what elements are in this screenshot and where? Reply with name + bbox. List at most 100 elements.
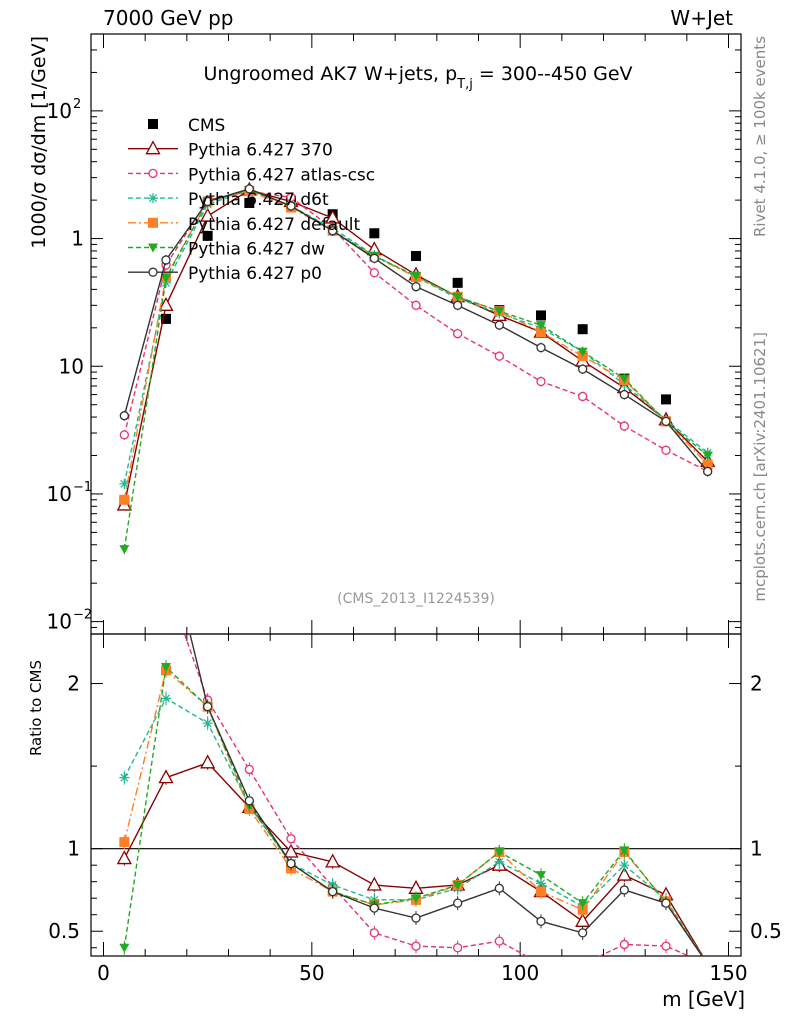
ratio-data-point (494, 936, 504, 946)
data-point (203, 196, 213, 207)
data-point (453, 300, 463, 310)
legend-label: CMS (188, 116, 225, 136)
data-point (661, 445, 671, 455)
ratio-plot-area (91, 234, 741, 968)
data-point (161, 313, 171, 324)
ratio-data-point (158, 769, 174, 784)
ratio-data-point (119, 943, 130, 953)
data-point (536, 310, 546, 321)
legend-item: Pythia 6.427 p0 (128, 264, 322, 284)
ratio-data-point (161, 663, 171, 673)
data-point (369, 268, 379, 278)
ratio-series-pythia-6-427-370 (116, 754, 708, 956)
data-point (578, 364, 588, 374)
legend: CMS Pythia 6.427 370 Pythia 6.427 atlas-cs… (128, 116, 375, 284)
data-point (369, 253, 379, 263)
data-point (452, 277, 463, 288)
ratio-data-point (494, 856, 505, 867)
ratio-y-tick-label: 0.5 (48, 919, 80, 943)
data-point (703, 641, 713, 651)
ratio-series-pythia-6-427-p0 (120, 234, 703, 956)
ratio-data-point (536, 878, 546, 889)
y-tick-label: 10 (47, 610, 72, 634)
data-point (619, 421, 629, 431)
x-axis-title: m [GeV] (662, 987, 745, 1011)
data-point (119, 494, 130, 505)
data-point (119, 430, 129, 440)
ratio-data-point (411, 941, 421, 951)
legend-item: Pythia 6.427 atlas-csc (128, 165, 375, 185)
y-tick-label: 10 (59, 354, 84, 378)
ratio-data-point (200, 754, 216, 769)
ratio-data-point (369, 903, 379, 913)
data-point (578, 391, 588, 402)
legend-label: Pythia 6.427 d6t (188, 190, 329, 210)
ratio-data-point (536, 916, 546, 926)
ratio-data-point (494, 847, 505, 857)
data-point (119, 545, 130, 555)
data-point (494, 307, 505, 317)
ratio-data-point (494, 883, 504, 893)
ratio-data-point (411, 913, 421, 923)
ratio-data-point (120, 234, 128, 242)
rivet-version-label: Rivet 4.1.0, ≥ 100k events (751, 36, 769, 237)
x-tick-label: 0 (97, 961, 110, 985)
ratio-data-point (203, 702, 213, 712)
data-point (161, 274, 171, 284)
x-tick-label: 150 (709, 961, 747, 985)
ratio-data-point (619, 885, 629, 895)
ratio-y-axis-title: Ratio to CMS (27, 660, 45, 756)
header-left: 7000 GeV pp (103, 6, 234, 30)
legend-label: Pythia 6.427 p0 (188, 264, 322, 284)
data-point (536, 327, 546, 338)
data-point (577, 347, 588, 357)
y-tick-exponent: 2 (73, 97, 81, 112)
legend-marker (148, 168, 158, 179)
data-point (328, 226, 338, 236)
ratio-data-point (411, 894, 421, 904)
data-point (244, 197, 255, 208)
legend-marker (148, 243, 158, 253)
data-point (536, 376, 546, 387)
mcplots-label: mcplots.cern.ch [arXiv:2401.10621] (751, 332, 769, 602)
data-point (661, 416, 671, 427)
ratio-data-point (162, 577, 170, 585)
ratio-data-point (325, 853, 341, 868)
ratio-data-point (162, 531, 170, 539)
main-series-group (116, 181, 716, 651)
legend-item: Pythia 6.427 370 (128, 140, 333, 161)
legend-label: Pythia 6.427 dw (188, 240, 325, 260)
data-point (661, 394, 671, 405)
plot-title-subscript: T,j (456, 77, 473, 92)
data-point (577, 324, 588, 335)
ratio-data-point (369, 928, 379, 938)
y-tick-exponent: −2 (73, 608, 92, 623)
data-point (411, 300, 421, 310)
header-right: W+Jet (670, 6, 733, 30)
ratio-y-tick-label: 1 (67, 837, 80, 861)
data-point (411, 251, 421, 262)
ratio-data-point (453, 943, 463, 953)
legend-label: Pythia 6.427 default (188, 215, 361, 235)
data-point (619, 389, 629, 400)
ratio-data-point (116, 850, 132, 865)
ratio-data-point (578, 928, 588, 938)
legend-item: Pythia 6.427 dw (128, 240, 325, 260)
ratio-series-pythia-6-427-d6t (119, 691, 704, 956)
ratio-y-tick-label-right: 0.5 (750, 919, 782, 943)
ratio-data-point (579, 960, 587, 968)
legend-marker (148, 217, 158, 228)
ratio-data-point (619, 939, 629, 950)
analysis-watermark: (CMS_2013_I1224539) (337, 591, 495, 607)
ratio-axes: 0.5 0.5 1 1 2 2 0 50 100 150 (48, 34, 782, 985)
data-point (119, 478, 130, 489)
data-point (536, 342, 546, 353)
ratio-data-point (577, 899, 588, 909)
ratio-data-point (244, 796, 254, 806)
legend-item: CMS (148, 116, 225, 136)
legend-label: Pythia 6.427 atlas-csc (188, 165, 375, 185)
series-line (123, 190, 709, 500)
ratio-data-point (286, 858, 296, 869)
ratio-data-point (119, 837, 130, 848)
ratio-data-point (366, 876, 382, 891)
